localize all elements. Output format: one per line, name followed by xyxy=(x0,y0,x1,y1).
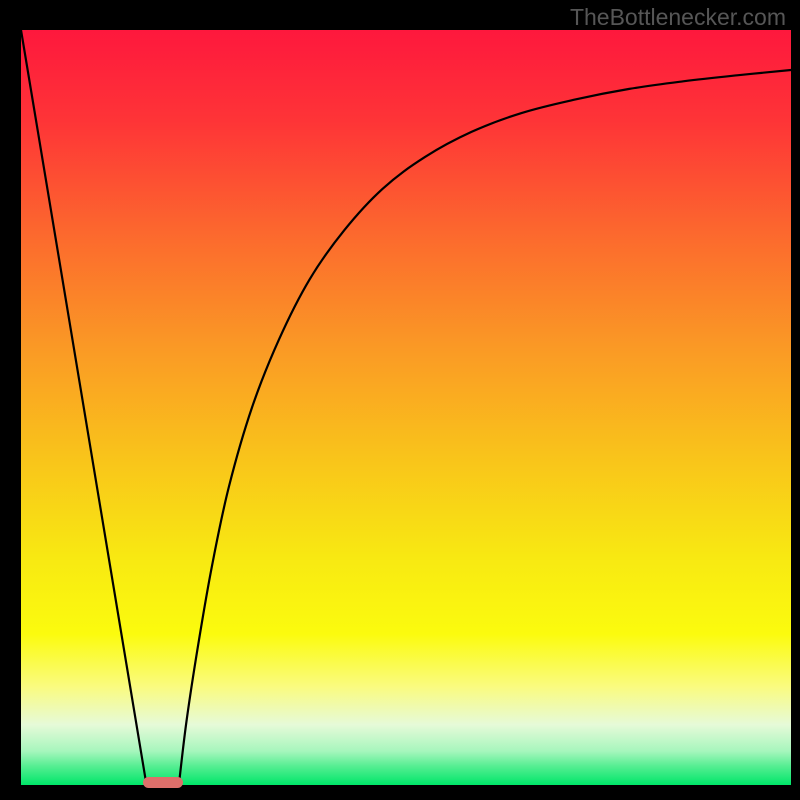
optimum-marker xyxy=(143,777,183,788)
chart-container: { "watermark": { "text": "TheBottlenecke… xyxy=(0,0,800,800)
curve-layer xyxy=(21,30,791,785)
series-right_curve xyxy=(179,70,791,785)
watermark-text: TheBottlenecker.com xyxy=(570,4,786,31)
plot-area xyxy=(21,30,791,785)
series-left_line xyxy=(21,30,147,785)
